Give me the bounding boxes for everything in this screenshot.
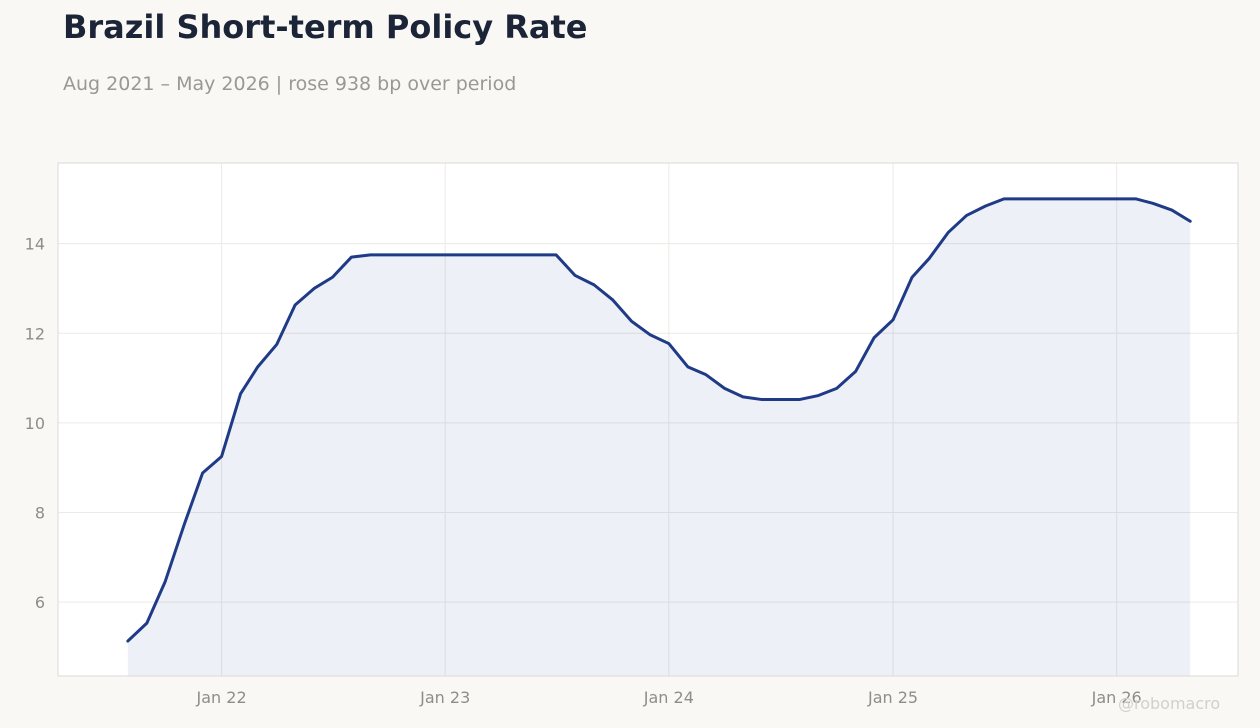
y-tick-label: 14 [25, 235, 45, 254]
x-tick-label: Jan 22 [196, 688, 247, 707]
y-tick-label: 10 [25, 414, 45, 433]
y-tick-label: 8 [35, 503, 45, 522]
series-area [127, 198, 1191, 676]
x-tick-label: Jan 26 [1091, 688, 1142, 707]
chart-subtitle: Aug 2021 – May 2026 | rose 938 bp over p… [63, 73, 517, 95]
plot-area [58, 163, 1238, 676]
x-tick-label: Jan 25 [867, 688, 918, 707]
series-line [126, 197, 1192, 643]
x-tick-label: Jan 24 [643, 688, 694, 707]
y-tick-label: 12 [25, 324, 45, 343]
watermark: @robomacro [1118, 694, 1221, 713]
plot-frame [57, 162, 1239, 677]
chart-title: Brazil Short-term Policy Rate [63, 8, 588, 46]
x-tick-label: Jan 23 [419, 688, 470, 707]
y-tick-label: 6 [35, 593, 45, 612]
